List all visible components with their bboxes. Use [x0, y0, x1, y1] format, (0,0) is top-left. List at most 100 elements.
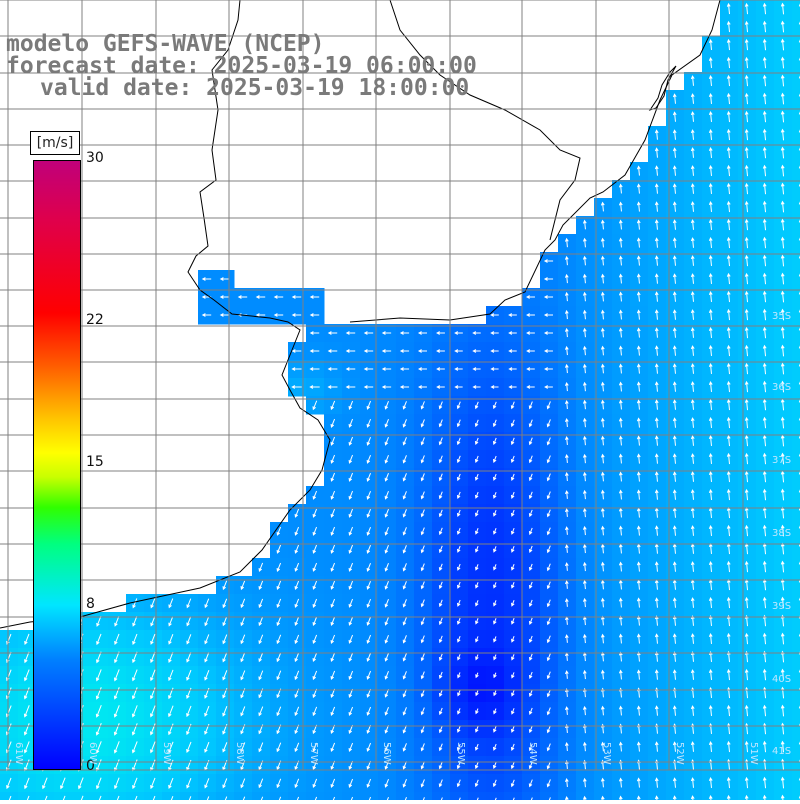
wind-arrow — [457, 635, 461, 643]
wind-arrow — [618, 453, 623, 464]
wind-arrow — [511, 545, 515, 553]
wind-arrow — [420, 545, 425, 554]
wind-arrow — [690, 525, 695, 536]
wind-arrow — [258, 580, 264, 591]
lon-label-52W: 52W — [674, 742, 685, 765]
wind-arrow — [348, 544, 354, 554]
wind-arrow — [654, 237, 659, 248]
wind-arrow — [456, 563, 461, 571]
wind-arrow — [672, 399, 677, 410]
wind-arrow — [582, 273, 587, 284]
wind-cell — [0, 792, 19, 804]
wind-arrow — [96, 777, 102, 790]
wind-arrow — [348, 652, 354, 662]
wind-arrow — [23, 741, 30, 754]
wind-arrow — [744, 146, 749, 159]
wind-arrow — [780, 596, 785, 609]
wind-arrow — [420, 671, 425, 680]
wind-arrow — [168, 616, 174, 627]
wind-cell — [792, 162, 800, 181]
wind-arrow — [780, 218, 785, 231]
wind-arrow — [672, 489, 677, 500]
wind-arrow — [492, 743, 497, 751]
wind-arrow — [528, 455, 533, 464]
wind-arrow — [511, 582, 515, 589]
wind-arrow — [330, 562, 336, 572]
wind-cell — [90, 792, 109, 804]
wind-arrow — [474, 761, 479, 770]
wind-arrow — [618, 561, 623, 572]
wind-arrow — [600, 255, 605, 266]
wind-arrow — [201, 277, 212, 281]
wind-arrow — [454, 349, 463, 353]
wind-arrow — [490, 349, 499, 353]
wind-arrow — [511, 672, 515, 679]
wind-arrow — [475, 708, 479, 715]
wind-arrow — [201, 313, 212, 317]
wind-cell — [792, 198, 800, 217]
wind-arrow — [309, 349, 320, 353]
wind-cell — [792, 234, 800, 253]
wind-arrow — [508, 349, 517, 353]
wind-arrow — [291, 349, 302, 353]
wind-arrow — [384, 418, 389, 428]
wind-arrow — [528, 599, 533, 608]
wind-arrow — [744, 38, 749, 51]
wind-arrow — [708, 363, 713, 374]
wind-cell — [792, 612, 800, 631]
wind-arrow — [399, 385, 410, 389]
wind-arrow — [330, 670, 336, 681]
wind-arrow — [690, 183, 695, 194]
wind-arrow — [762, 362, 767, 375]
wind-arrow — [672, 741, 677, 752]
wind-arrow — [564, 777, 569, 788]
wind-arrow — [258, 706, 264, 717]
lon-label-55W: 55W — [455, 742, 466, 765]
wind-arrow — [618, 669, 623, 680]
wind-cell — [792, 468, 800, 487]
wind-cell — [792, 414, 800, 433]
wind-arrow — [258, 778, 264, 789]
wind-arrow — [330, 544, 336, 554]
wind-arrow — [475, 564, 479, 571]
wind-arrow — [618, 777, 623, 788]
wind-arrow — [330, 580, 336, 590]
wind-arrow — [95, 723, 102, 736]
wind-arrow — [690, 93, 695, 104]
wind-arrow — [726, 308, 731, 321]
wind-arrow — [384, 473, 389, 482]
wind-arrow — [438, 761, 443, 770]
wind-arrow — [132, 616, 138, 627]
wind-arrow — [399, 349, 410, 353]
wind-arrow — [672, 597, 677, 608]
wind-arrow — [168, 777, 174, 789]
wind-arrow — [654, 381, 659, 392]
wind-arrow — [132, 777, 138, 790]
wind-cell — [522, 792, 541, 804]
wind-arrow — [493, 636, 497, 643]
lat-label-37S: 37S — [772, 455, 792, 466]
wind-arrow — [636, 633, 641, 644]
wind-arrow — [384, 778, 389, 788]
wind-arrow — [582, 561, 587, 572]
wind-arrow — [438, 509, 443, 518]
wind-arrow — [420, 779, 425, 788]
wind-arrow — [475, 546, 479, 553]
wind-arrow — [564, 634, 569, 643]
title-model: modelo GEFS-WAVE (NCEP) — [6, 31, 325, 57]
wind-arrow — [204, 670, 210, 681]
wind-arrow — [330, 634, 336, 644]
wind-arrow — [726, 416, 731, 429]
wind-arrows — [5, 2, 800, 804]
wind-cell — [126, 792, 145, 804]
wind-cell — [792, 108, 800, 127]
wind-arrow — [150, 616, 156, 627]
wind-arrow — [672, 435, 677, 446]
wind-arrow — [780, 182, 785, 195]
wind-arrow — [672, 453, 677, 464]
wind-arrow — [564, 706, 569, 715]
wind-arrow — [672, 147, 677, 158]
wind-arrow — [762, 200, 767, 213]
